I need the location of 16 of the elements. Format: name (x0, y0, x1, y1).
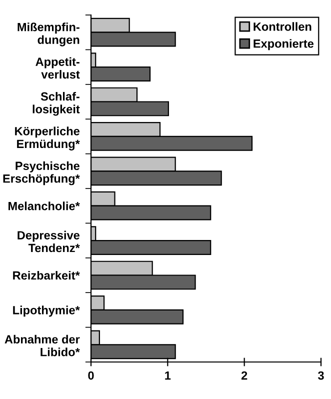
y-tick-label: Körperliche Ermüdung* (15, 126, 80, 150)
x-tick-label: 0 (88, 371, 94, 380)
legend-label: Kontrollen (254, 22, 312, 31)
y-tick-label: Abnahme der Libido* (4, 334, 80, 356)
y-tick-label: Melancholie* (8, 202, 80, 210)
y-tick-label: Mißempfin- dungen (18, 22, 80, 46)
y-tick-label: Depressive Tendenz* (18, 230, 80, 252)
x-tick-label: 1 (165, 371, 171, 380)
y-tick-label: Lipothymie* (13, 306, 80, 317)
y-tick-label: Psychische Erschöpfung* (3, 161, 80, 186)
y-tick-label: Appetit- verlust (36, 57, 80, 79)
y-tick-label: Schlaf- losigkeit (32, 92, 80, 116)
x-tick-label: 2 (241, 371, 248, 380)
legend-label: Exponierte (254, 39, 314, 50)
y-tick-label: Reizbarkeit* (13, 270, 80, 280)
x-tick-label: 3 (318, 371, 324, 380)
